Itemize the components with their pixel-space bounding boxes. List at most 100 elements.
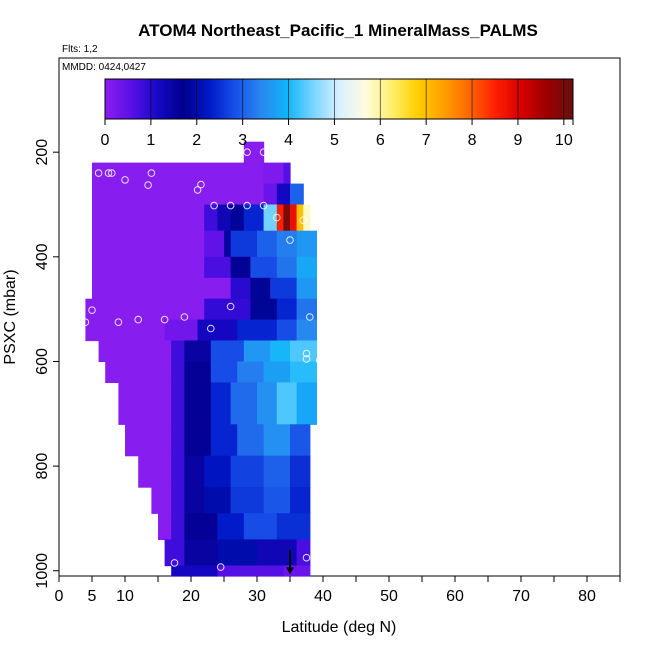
heatmap-cell xyxy=(164,319,199,342)
sample-point xyxy=(273,213,281,222)
sample-point xyxy=(180,313,189,321)
colorbar-swatch xyxy=(290,79,293,119)
colorbar-swatch xyxy=(557,79,560,119)
colorbar-swatch xyxy=(496,79,500,119)
colorbar-swatch xyxy=(325,79,328,119)
colorbar-tick-label: 7 xyxy=(422,132,431,149)
colorbar-swatch xyxy=(561,79,564,119)
colorbar-swatch xyxy=(225,79,229,119)
heatmap-cell xyxy=(184,340,212,362)
colorbar-swatch xyxy=(393,79,397,119)
colorbar-swatch xyxy=(387,79,391,119)
colorbar-swatch xyxy=(274,79,278,119)
colorbar-swatch xyxy=(122,79,125,119)
dates-label: MMDD: 0424,0427 xyxy=(62,62,146,73)
heatmap-cell xyxy=(237,319,278,342)
colorbar-swatch xyxy=(132,79,135,119)
colorbar-swatch xyxy=(352,79,356,119)
colorbar-swatch xyxy=(329,79,332,119)
heatmap-cell xyxy=(290,340,317,362)
sample-point xyxy=(170,559,179,567)
heatmap-cell xyxy=(296,230,317,258)
heatmap-cell xyxy=(171,565,218,577)
heatmap-cell xyxy=(85,298,172,321)
sample-point xyxy=(286,236,294,244)
y-axis: 200 400 600 800 1000 xyxy=(34,139,59,589)
heatmap-cell xyxy=(210,424,238,457)
colorbar-swatch xyxy=(184,79,188,119)
colorbar-swatch xyxy=(346,79,350,119)
colorbar-swatch xyxy=(159,79,163,119)
colorbar-swatch xyxy=(405,79,408,119)
colorbar-swatch xyxy=(239,79,242,119)
colorbar-swatch xyxy=(128,79,131,119)
colorbar-swatch xyxy=(549,79,553,119)
colorbar-swatch xyxy=(309,79,313,119)
heatmap-cell xyxy=(243,340,271,362)
heatmap-cell xyxy=(243,513,278,540)
colorbar-swatch xyxy=(311,79,315,119)
chart-title: ATOM4 Northeast_Pacific_1 MineralMass_PA… xyxy=(138,21,538,40)
colorbar-swatch xyxy=(214,79,217,119)
heatmap-cell xyxy=(263,361,291,383)
colorbar-swatch xyxy=(432,79,436,119)
colorbar-swatch xyxy=(413,79,416,119)
sample-point xyxy=(81,318,90,327)
heatmap-cell xyxy=(92,204,205,232)
colorbar-swatch xyxy=(448,79,451,119)
colorbar-swatch xyxy=(475,79,478,119)
colorbar-swatch xyxy=(409,79,412,119)
colorbar-swatch xyxy=(457,79,461,119)
sample-point xyxy=(114,318,123,327)
heatmap-cell xyxy=(243,141,265,164)
colorbar-swatch xyxy=(237,79,241,119)
colorbar-swatch xyxy=(459,79,463,119)
heatmap-cell xyxy=(171,382,185,425)
y-tick-label: 400 xyxy=(34,243,51,270)
colorbar-swatch xyxy=(368,79,371,119)
colorbar-swatch xyxy=(450,79,453,119)
heatmap-cell xyxy=(237,361,265,383)
colorbar-swatch xyxy=(399,79,402,119)
colorbar-swatch xyxy=(541,79,545,119)
colorbar-swatch xyxy=(140,79,143,119)
colorbar-tick-label: 10 xyxy=(555,132,573,149)
colorbar-swatch xyxy=(381,79,385,119)
arrow-marker xyxy=(286,549,294,575)
colorbar-tick-label: 8 xyxy=(468,132,477,149)
colorbar-swatch xyxy=(327,79,330,119)
heatmap-cell xyxy=(217,513,245,540)
colorbar-swatch xyxy=(537,79,541,119)
colorbar-swatch xyxy=(171,79,174,119)
colorbar-swatch xyxy=(331,79,334,119)
colorbar-swatch xyxy=(438,79,441,119)
colorbar-swatch xyxy=(138,79,141,119)
colorbar-swatch xyxy=(379,79,383,119)
x-axis-title: Latitude (deg N) xyxy=(282,619,397,636)
heatmap-cell xyxy=(263,487,291,514)
x-tick-label: 30 xyxy=(248,588,266,605)
heatmap-cell xyxy=(92,183,265,206)
heatmap-cell xyxy=(276,230,298,258)
colorbar-swatch xyxy=(266,79,270,119)
heatmap-cell xyxy=(290,487,311,514)
sample-point xyxy=(134,315,142,324)
x-tick-label: 5 xyxy=(88,588,97,605)
colorbar-swatch xyxy=(142,79,145,119)
y-axis-title: PSXC (mbar) xyxy=(2,269,19,364)
colorbar-swatch xyxy=(467,79,471,119)
colorbar-swatch xyxy=(186,79,190,119)
heatmap-cell xyxy=(276,382,298,425)
colorbar-swatch xyxy=(206,79,209,119)
colorbar-swatch xyxy=(198,79,202,119)
colorbar-swatch xyxy=(340,79,344,119)
colorbar-swatch xyxy=(526,79,529,119)
colorbar-swatch xyxy=(356,79,359,119)
heatmap-cell xyxy=(276,319,298,342)
colorbar-swatch xyxy=(204,79,207,119)
colorbar-swatch xyxy=(391,79,395,119)
colorbar-swatch xyxy=(151,79,155,119)
colorbar-swatch xyxy=(434,79,437,119)
colorbar-swatch xyxy=(223,79,227,119)
colorbar-swatch xyxy=(124,79,127,119)
